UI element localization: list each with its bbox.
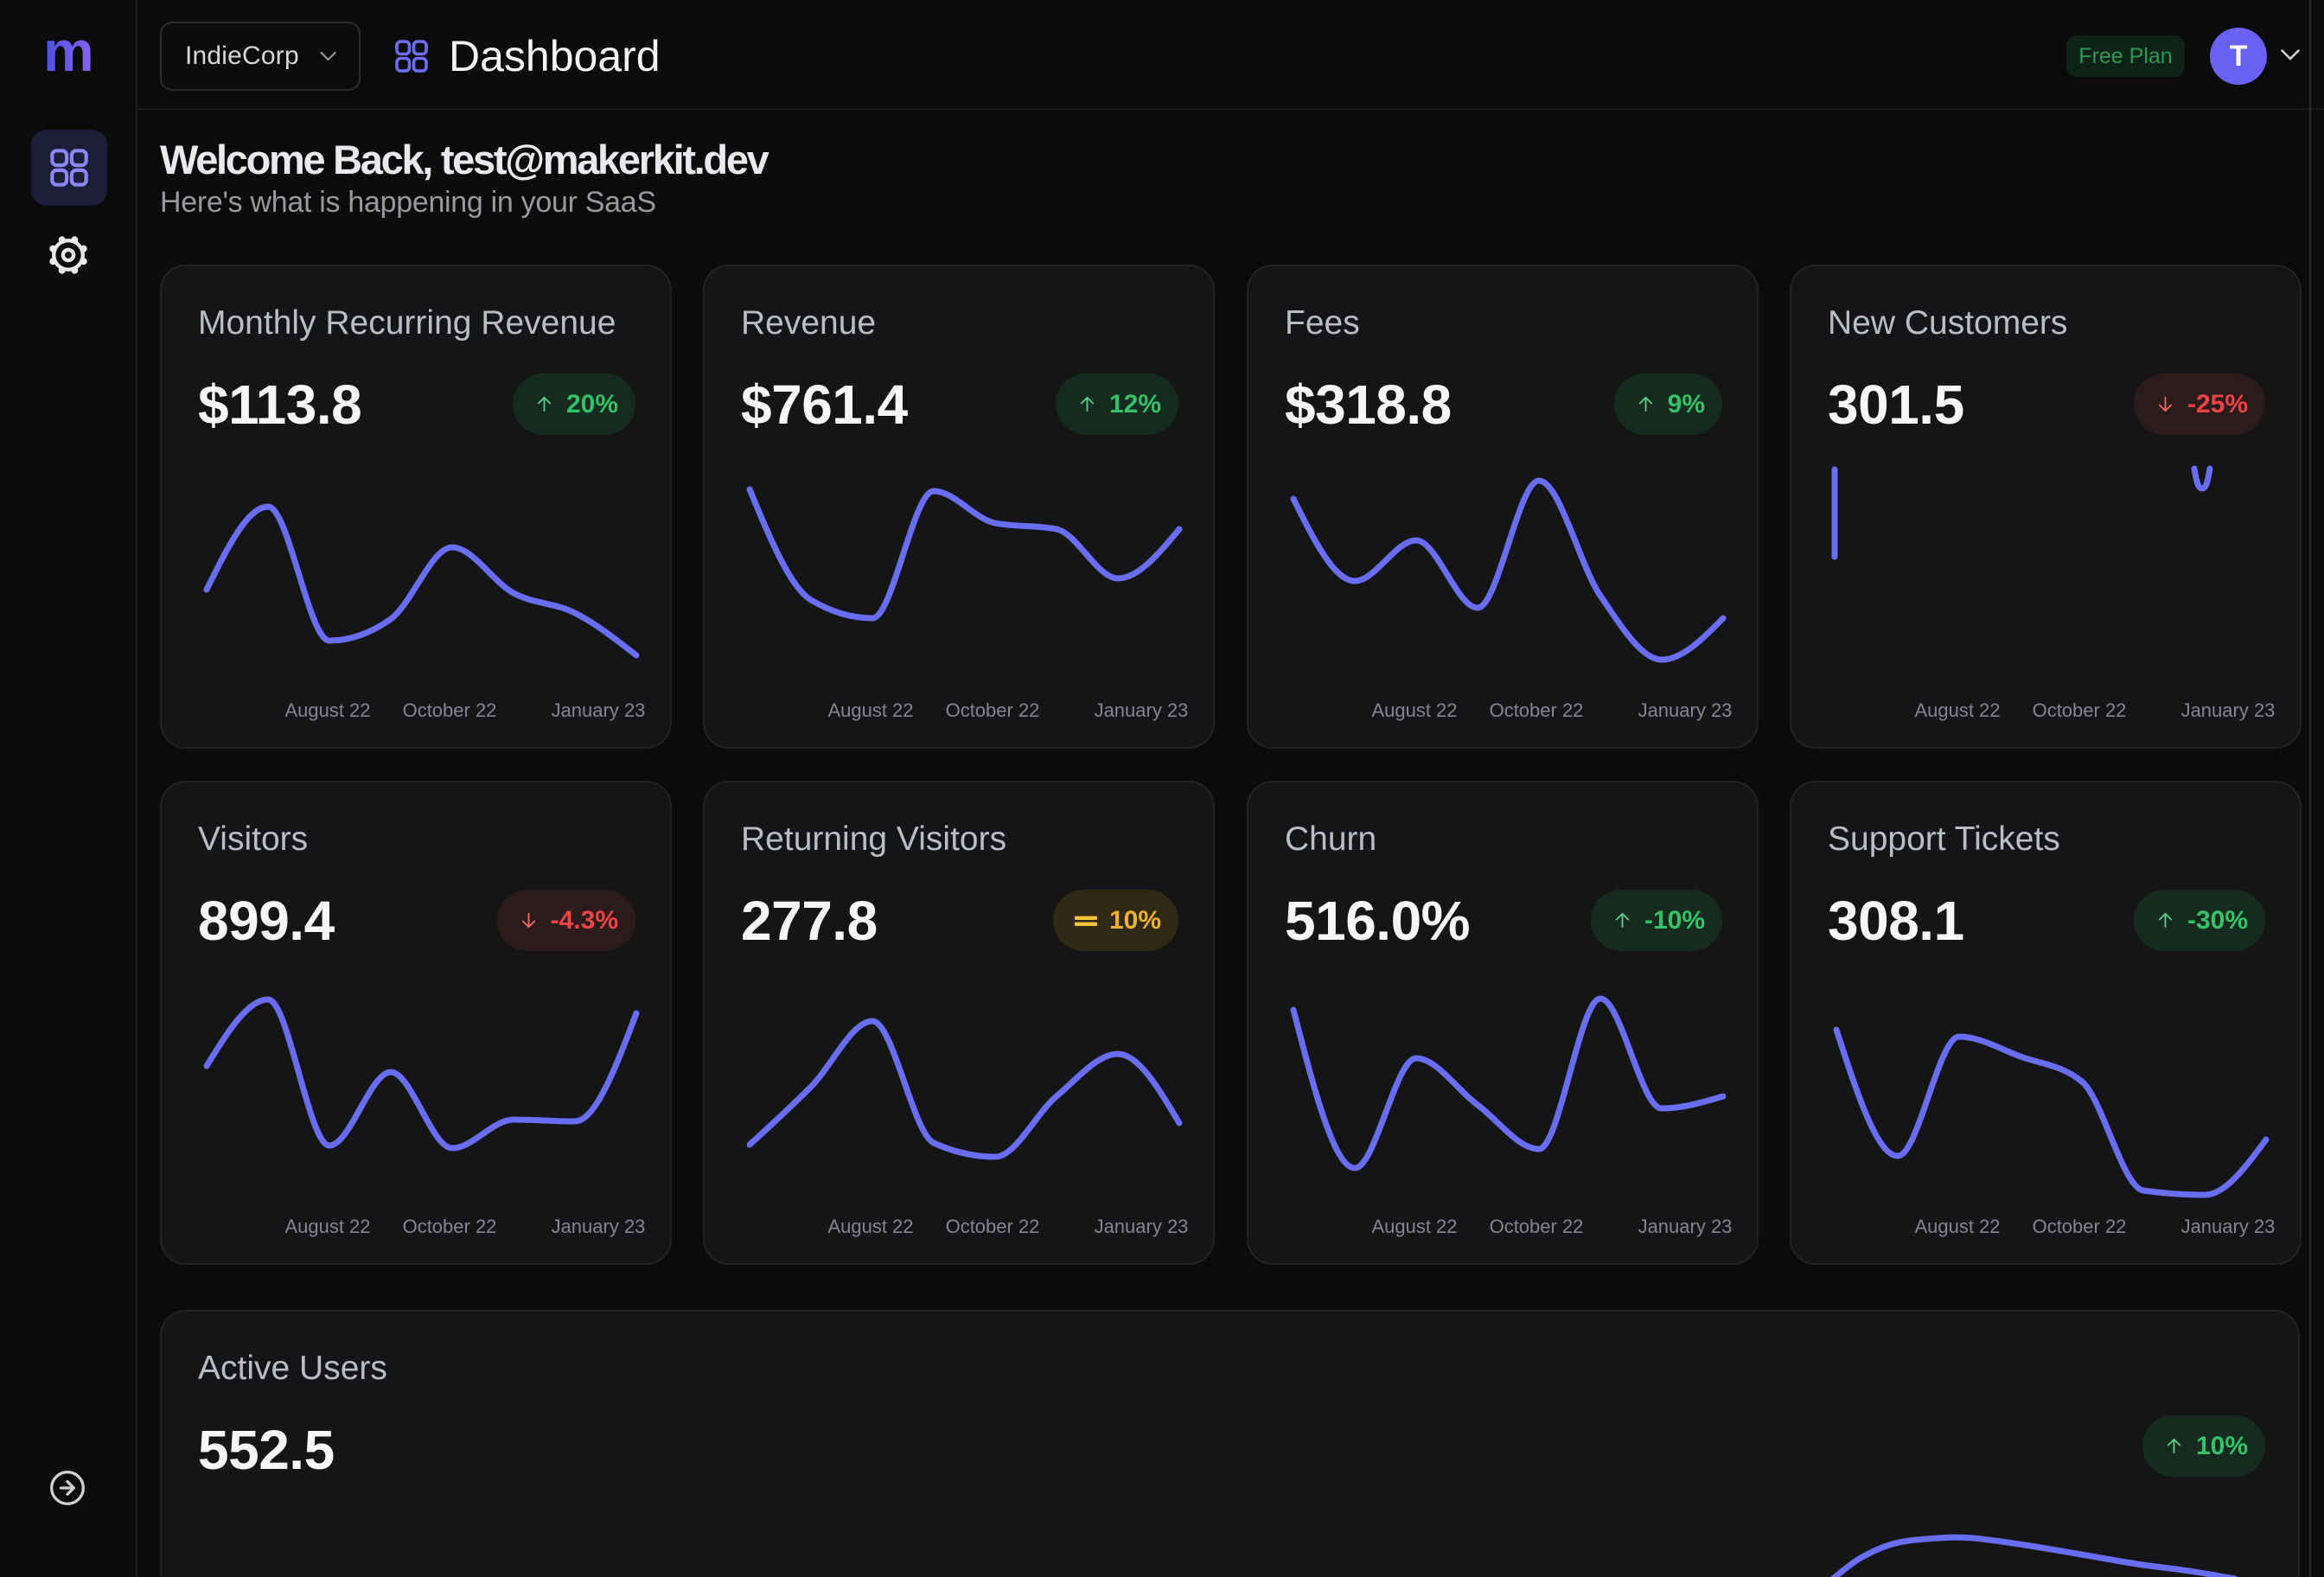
svg-text:m: m [43, 19, 94, 76]
